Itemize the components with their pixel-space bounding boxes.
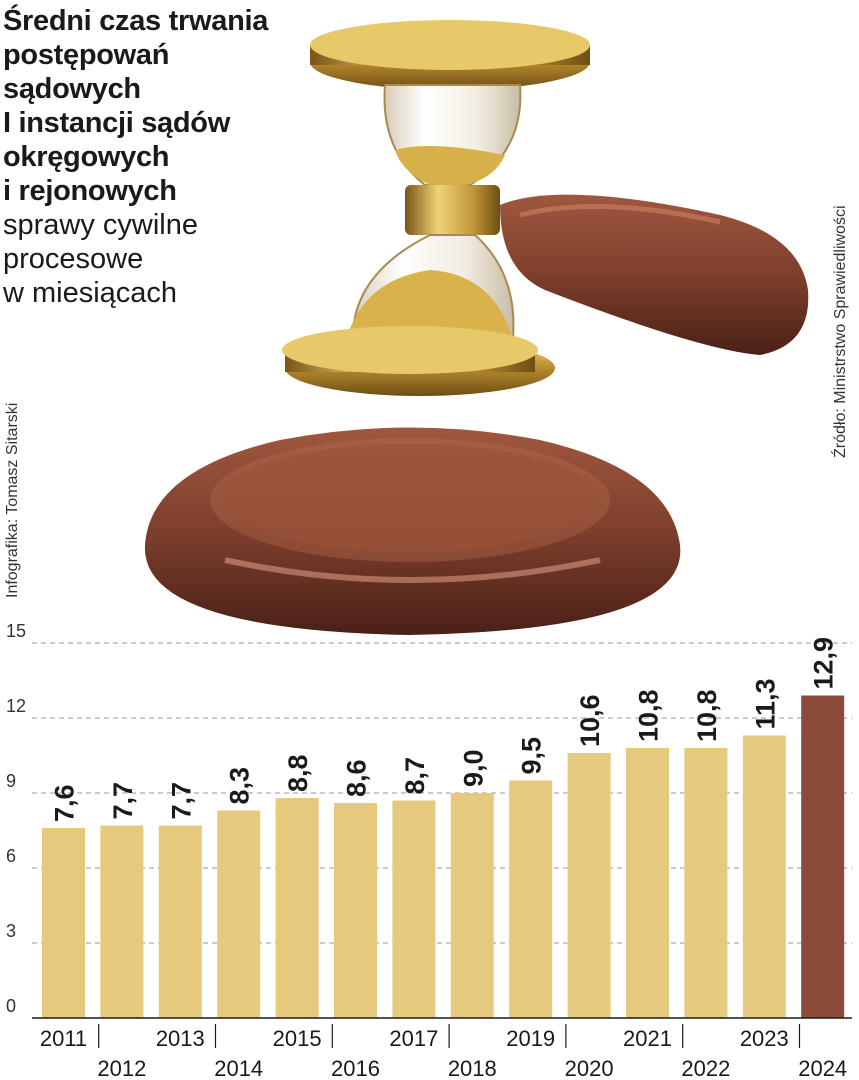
data-label: 9,0: [458, 749, 488, 787]
bar: [450, 793, 494, 1018]
x-tick-label: 2024: [798, 1056, 847, 1080]
chart-title: Średni czas trwania postępowań sądowych …: [3, 5, 269, 207]
bar: [275, 798, 319, 1018]
x-tick-label: 2013: [156, 1026, 205, 1051]
y-tick-label: 0: [6, 996, 16, 1016]
data-label: 8,3: [225, 767, 255, 805]
data-label: 8,6: [342, 759, 372, 797]
x-tick-label: 2016: [331, 1056, 380, 1080]
y-tick-label: 6: [6, 846, 16, 866]
bar: [158, 825, 202, 1018]
data-label: 10,8: [634, 689, 664, 742]
title-block: Średni czas trwania postępowań sądowych …: [3, 4, 333, 310]
bar: [626, 748, 669, 1018]
bar: [334, 803, 377, 1018]
data-label: 8,8: [283, 754, 313, 792]
bar: [509, 780, 553, 1018]
data-label: 7,7: [108, 782, 138, 820]
data-label: 7,6: [50, 784, 80, 822]
x-tick-label: 2019: [506, 1026, 555, 1051]
bar: [42, 828, 85, 1018]
data-label: 9,5: [517, 737, 547, 775]
bar: [567, 753, 611, 1018]
bar: [392, 800, 436, 1018]
x-tick-label: 2018: [448, 1056, 497, 1080]
x-tick-label: 2020: [565, 1056, 614, 1080]
bar: [801, 695, 845, 1018]
x-tick-label: 2021: [623, 1026, 672, 1051]
y-tick-label: 9: [6, 771, 16, 791]
x-tick-label: 2015: [273, 1026, 322, 1051]
data-label: 10,8: [692, 689, 722, 742]
y-tick-label: 12: [6, 696, 26, 716]
data-label: 7,7: [166, 782, 196, 820]
bar: [217, 810, 261, 1018]
x-tick-label: 2023: [740, 1026, 789, 1051]
data-label: 8,7: [400, 757, 430, 795]
bar: [100, 825, 144, 1018]
bar: [684, 748, 728, 1018]
data-label: 12,9: [809, 637, 839, 690]
x-tick-label: 2011: [40, 1026, 87, 1051]
x-tick-label: 2022: [681, 1056, 730, 1080]
data-label: 10,6: [575, 694, 605, 747]
data-label: 11,3: [750, 678, 780, 729]
y-tick-label: 15: [6, 621, 26, 641]
bar: [742, 735, 786, 1018]
chart-subtitle: sprawy cywilne procesowe w miesiącach: [3, 209, 198, 309]
x-tick-label: 2012: [97, 1056, 146, 1080]
x-tick-label: 2014: [214, 1056, 263, 1080]
gavel-hourglass-icon: [144, 20, 809, 635]
x-tick-label: 2017: [389, 1026, 438, 1051]
y-tick-label: 3: [6, 921, 16, 941]
